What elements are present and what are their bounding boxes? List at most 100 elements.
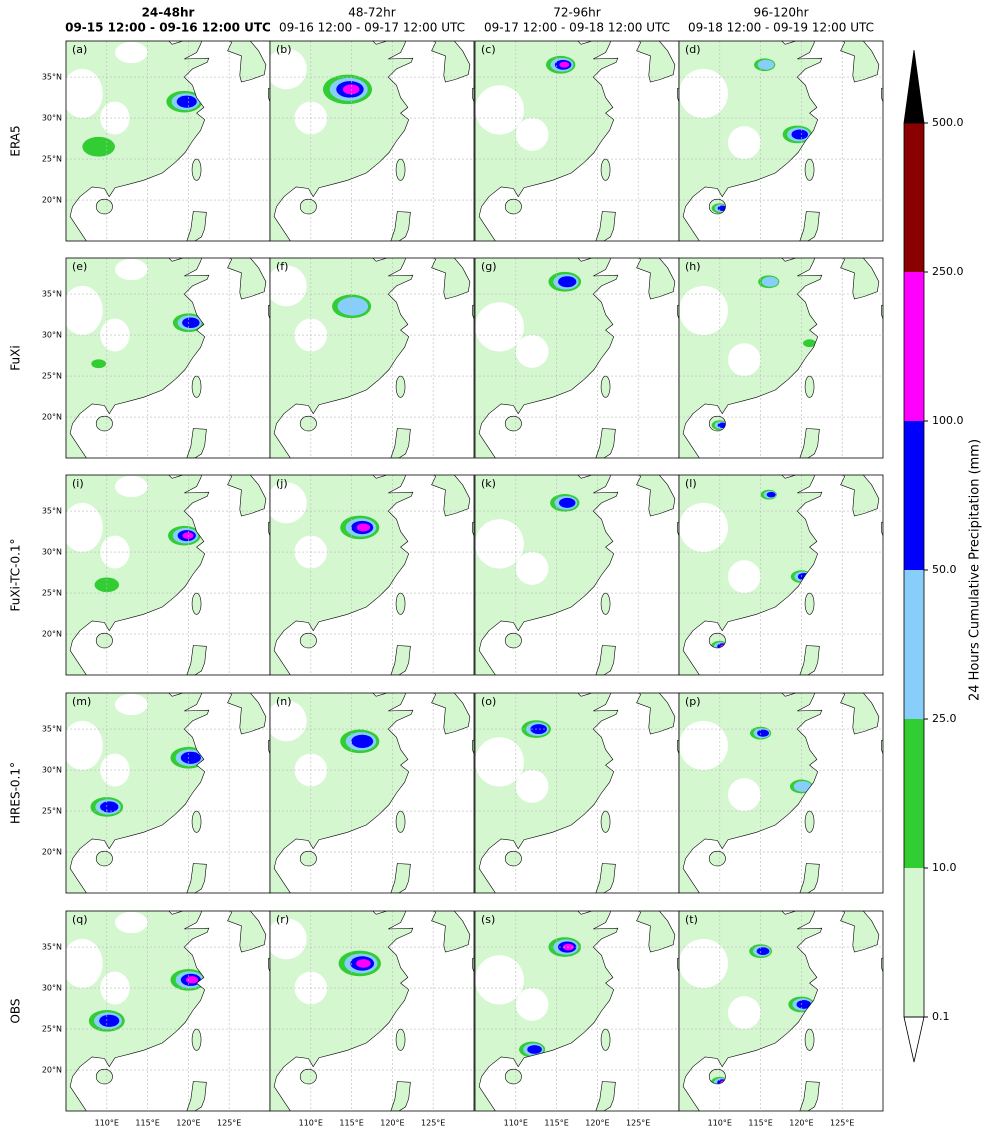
colorbar-tick-label: 500.0: [932, 116, 964, 129]
map-panel: (l): [679, 475, 883, 675]
lat-tick-label: 30°N: [42, 114, 62, 123]
column-title: 96-120hr: [753, 6, 808, 20]
coastline: [478, 258, 679, 458]
panel-frame: [678, 257, 884, 459]
lat-tick-label: 20°N: [42, 1066, 62, 1075]
panel-label: (l): [685, 477, 697, 490]
coastline: [273, 41, 474, 241]
column-title: 72-96hr: [553, 6, 600, 20]
panel-frame: [269, 692, 475, 894]
column-subtitle: 09-15 12:00 - 09-16 12:00 UTC: [65, 21, 271, 35]
lon-tick-label: 115°E: [748, 1119, 772, 1128]
panel-label: (e): [72, 260, 87, 273]
map-panel: (k): [475, 475, 679, 675]
panel-label: (g): [481, 260, 497, 273]
colorbar-tick-label: 10.0: [932, 861, 957, 874]
map-panel: (q): [66, 911, 270, 1111]
map-panel: (t): [679, 911, 883, 1111]
column-title: 48-72hr: [348, 6, 395, 20]
panel-frame: [269, 474, 475, 676]
panel-label: (q): [72, 913, 88, 926]
panel-label: (o): [481, 695, 496, 708]
colorbar-segment: [904, 570, 924, 719]
colorbar-segment: [904, 421, 924, 570]
lat-tick-label: 35°N: [42, 725, 62, 734]
coastline: [682, 475, 883, 675]
lat-tick-label: 30°N: [42, 548, 62, 557]
row-label: OBS: [9, 998, 23, 1023]
lon-tick-label: 115°E: [135, 1119, 159, 1128]
panel-frame: [678, 474, 884, 676]
colorbar-segment: [904, 272, 924, 421]
lon-tick-label: 125°E: [830, 1119, 854, 1128]
colorbar-tick-label: 100.0: [932, 414, 964, 427]
colorbar-segment: [904, 868, 924, 1017]
coastline: [69, 475, 270, 675]
lon-tick-label: 125°E: [421, 1119, 445, 1128]
map-panel: (a): [66, 41, 270, 241]
lon-tick-label: 110°E: [708, 1119, 732, 1128]
panel-frame: [678, 692, 884, 894]
colorbar-segment: [904, 719, 924, 868]
column-subtitle: 09-16 12:00 - 09-17 12:00 UTC: [279, 21, 465, 35]
coastline: [273, 258, 474, 458]
colorbar-tick-label: 250.0: [932, 265, 964, 278]
lat-tick-label: 25°N: [42, 372, 62, 381]
map-panel: (p): [679, 693, 883, 893]
coastline: [478, 475, 679, 675]
panel-label: (r): [276, 913, 289, 926]
map-panel: (m): [66, 693, 270, 893]
row-label: FuXi: [9, 345, 23, 370]
coastline: [273, 475, 474, 675]
lat-tick-label: 20°N: [42, 630, 62, 639]
colorbar-extend-max: [903, 49, 925, 124]
lat-tick-label: 25°N: [42, 155, 62, 164]
row-label: HRES-0.1°: [9, 762, 23, 824]
colorbar-tick-label: 25.0: [932, 712, 957, 725]
lat-tick-label: 35°N: [42, 73, 62, 82]
coastline: [478, 911, 679, 1111]
map-panel: (o): [475, 693, 679, 893]
panel-label: (b): [276, 43, 292, 56]
coastline: [478, 693, 679, 893]
coastline: [273, 693, 474, 893]
map-panel: (h): [679, 258, 883, 458]
lon-tick-label: 120°E: [380, 1119, 404, 1128]
panel-label: (p): [685, 695, 701, 708]
lat-tick-label: 20°N: [42, 413, 62, 422]
colorbar-tick-label: 50.0: [932, 563, 957, 576]
panel-label: (s): [481, 913, 495, 926]
lon-tick-label: 110°E: [299, 1119, 323, 1128]
panel-label: (n): [276, 695, 292, 708]
coastline: [69, 693, 270, 893]
panel-frame: [269, 910, 475, 1112]
coastline: [69, 41, 270, 241]
panel-label: (i): [72, 477, 84, 490]
lat-tick-label: 25°N: [42, 807, 62, 816]
lat-tick-label: 30°N: [42, 331, 62, 340]
coastline: [69, 911, 270, 1111]
colorbar-extend-min: [903, 1016, 925, 1063]
panel-label: (m): [72, 695, 91, 708]
lat-tick-label: 20°N: [42, 848, 62, 857]
panel-label: (f): [276, 260, 288, 273]
map-panel: (r): [270, 911, 474, 1111]
map-panel: (d): [679, 41, 883, 241]
colorbar-tick-label: 0.1: [932, 1010, 950, 1023]
row-label: FuXi-TC-0.1°: [9, 538, 23, 611]
map-panel: (s): [475, 911, 679, 1111]
lat-tick-label: 20°N: [42, 196, 62, 205]
coastline: [273, 911, 474, 1111]
map-panel: (i): [66, 475, 270, 675]
column-subtitle: 09-17 12:00 - 09-18 12:00 UTC: [484, 21, 670, 35]
coastline: [682, 911, 883, 1111]
map-panel: (n): [270, 693, 474, 893]
panel-label: (j): [276, 477, 288, 490]
lat-tick-label: 30°N: [42, 766, 62, 775]
panel-label: (h): [685, 260, 701, 273]
panel-label: (d): [685, 43, 701, 56]
coastline: [682, 258, 883, 458]
map-panel: (e): [66, 258, 270, 458]
lon-tick-label: 110°E: [95, 1119, 119, 1128]
